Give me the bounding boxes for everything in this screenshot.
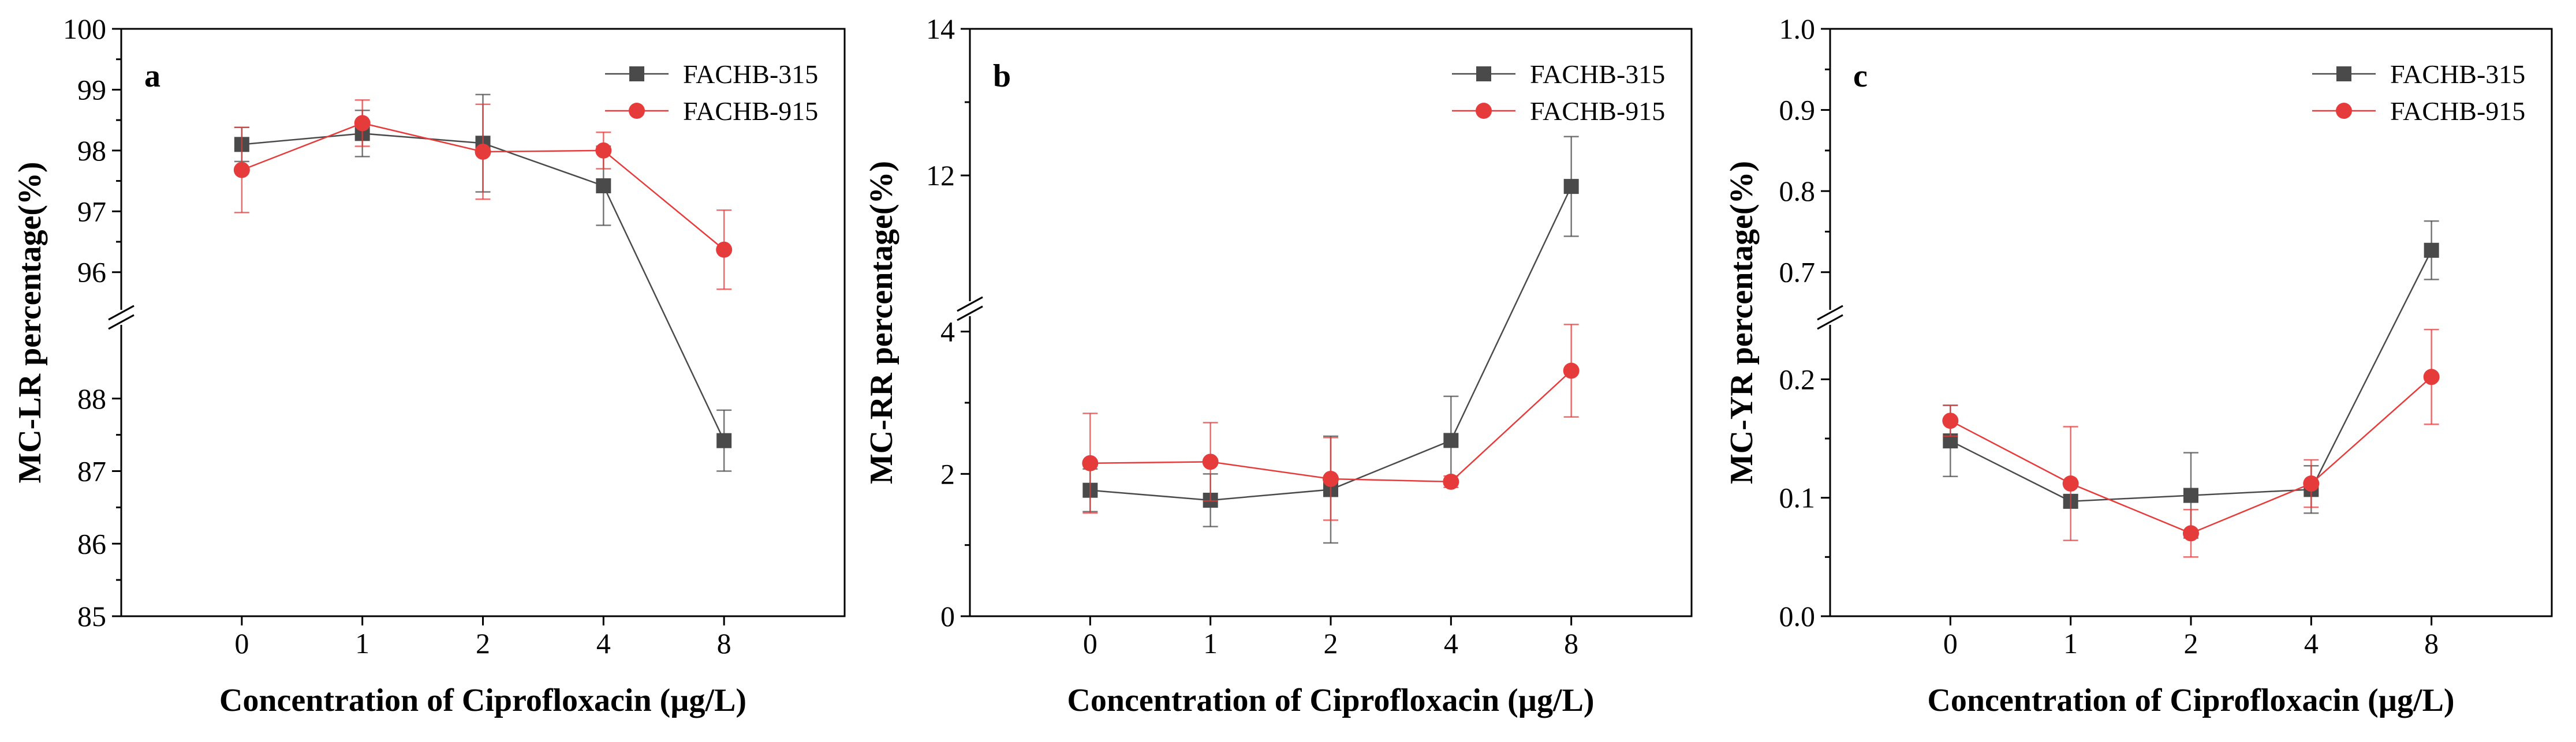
data-point [233, 162, 250, 178]
legend-item: FACHB-315 [2312, 59, 2525, 89]
y-tick-label: 0.0 [1779, 600, 1816, 632]
data-point [2062, 475, 2079, 492]
x-axis-title: Concentration of Ciprofloxacin (µg/L) [1927, 683, 2454, 718]
y-tick-label: 88 [77, 383, 106, 415]
x-tick-label: 4 [2304, 627, 2319, 659]
legend-label: FACHB-315 [683, 59, 818, 89]
legend-marker [2336, 103, 2352, 119]
series-FACHB-915 [1942, 328, 2440, 558]
legend-item: FACHB-915 [1452, 96, 1665, 126]
data-point [1323, 470, 1339, 487]
data-point [475, 143, 491, 160]
x-tick-label: 0 [234, 627, 249, 659]
data-point [595, 142, 612, 159]
x-tick-label: 1 [355, 627, 369, 659]
data-point [596, 178, 611, 194]
y-tick-label: 86 [77, 527, 106, 560]
chart-panel-a: 85 86 87 88 96 97 98 99 100 0 1 2 4 8 Concentration of… [12, 13, 846, 718]
legend-marker [2336, 66, 2351, 81]
y-tick-label: 4 [940, 316, 955, 348]
x-tick-label: 1 [1203, 627, 1218, 659]
data-point [1082, 455, 1099, 471]
axis-break-mark [108, 305, 135, 321]
axis-break-mark [1817, 314, 1843, 330]
data-point [1563, 179, 1579, 194]
data-point [716, 241, 733, 258]
y-tick-label: 100 [63, 13, 106, 45]
x-tick-label: 1 [2063, 627, 2078, 659]
axis-break-mark [957, 296, 983, 312]
data-point [1563, 362, 1580, 379]
x-tick-label: 8 [2424, 627, 2439, 659]
data-point [1443, 433, 1459, 448]
x-tick-label: 4 [596, 627, 611, 659]
data-point [2423, 369, 2440, 385]
series-FACHB-915 [233, 99, 733, 290]
x-tick-label: 8 [1564, 627, 1578, 659]
x-tick-label: 2 [2184, 627, 2198, 659]
y-tick-label: 0.1 [1779, 482, 1816, 514]
legend-marker [1476, 103, 1492, 119]
data-point [2303, 475, 2320, 492]
data-point [2183, 525, 2199, 542]
series-FACHB-915 [1082, 324, 1580, 521]
legend-label: FACHB-915 [2390, 96, 2525, 126]
legend-item: FACHB-315 [605, 59, 818, 89]
legend-item: FACHB-915 [605, 96, 818, 126]
data-point [1443, 473, 1459, 490]
legend-item: FACHB-915 [2312, 96, 2525, 126]
legend-label: FACHB-315 [1530, 59, 1665, 89]
legend-label: FACHB-915 [1530, 96, 1665, 126]
x-axis-title: Concentration of Ciprofloxacin (µg/L) [219, 683, 746, 718]
data-point [2183, 488, 2198, 503]
panel-letter: c [1853, 58, 1868, 94]
y-tick-label: 99 [77, 73, 106, 106]
axis-break-mark [108, 314, 135, 330]
y-tick-label: 0.9 [1779, 94, 1816, 126]
y-axis-title: MC-LR percentage(%) [12, 162, 48, 483]
legend-marker [1476, 66, 1491, 81]
y-tick-label: 2 [940, 458, 955, 490]
legend-item: FACHB-315 [1452, 59, 1665, 89]
x-tick-label: 2 [1324, 627, 1338, 659]
legend-marker [629, 103, 645, 119]
y-axis-title: MC-RR percentage(%) [864, 161, 899, 484]
data-point [354, 115, 371, 132]
y-tick-label: 14 [926, 13, 955, 45]
x-tick-label: 0 [1083, 627, 1097, 659]
legend-label: FACHB-915 [683, 96, 818, 126]
x-tick-label: 8 [717, 627, 731, 659]
x-tick-label: 2 [476, 627, 490, 659]
legend-label: FACHB-315 [2390, 59, 2525, 89]
x-tick-label: 4 [1444, 627, 1458, 659]
data-point [1202, 454, 1219, 470]
axis-break-mark [957, 305, 983, 321]
data-point [2424, 242, 2439, 258]
y-tick-label: 0.8 [1779, 175, 1816, 207]
panel-letter: b [993, 58, 1011, 94]
y-tick-label: 1.0 [1779, 13, 1816, 45]
x-tick-label: 0 [1943, 627, 1958, 659]
y-tick-label: 98 [77, 134, 106, 167]
data-point [1942, 413, 1959, 429]
data-point [716, 433, 732, 448]
axis-break-mark [1817, 305, 1843, 321]
y-tick-label: 0.2 [1779, 363, 1816, 395]
y-tick-label: 0.7 [1779, 256, 1816, 288]
y-tick-label: 97 [77, 195, 106, 227]
y-tick-label: 12 [926, 159, 955, 192]
legend-marker [629, 66, 644, 81]
y-tick-label: 87 [77, 455, 106, 488]
series-FACHB-315 [1943, 220, 2439, 539]
panel-letter: a [144, 58, 160, 94]
y-axis-title: MC-YR percentage(%) [1724, 161, 1760, 484]
chart-panel-c: 0.0 0.1 0.2 0.7 0.8 0.9 1.0 0 1 2 4 8 Concentration … [1724, 13, 2553, 718]
x-axis-title: Concentration of Ciprofloxacin (µg/L) [1067, 683, 1594, 718]
y-tick-label: 85 [77, 600, 106, 632]
y-tick-label: 0 [940, 600, 955, 632]
y-tick-label: 96 [77, 256, 106, 288]
